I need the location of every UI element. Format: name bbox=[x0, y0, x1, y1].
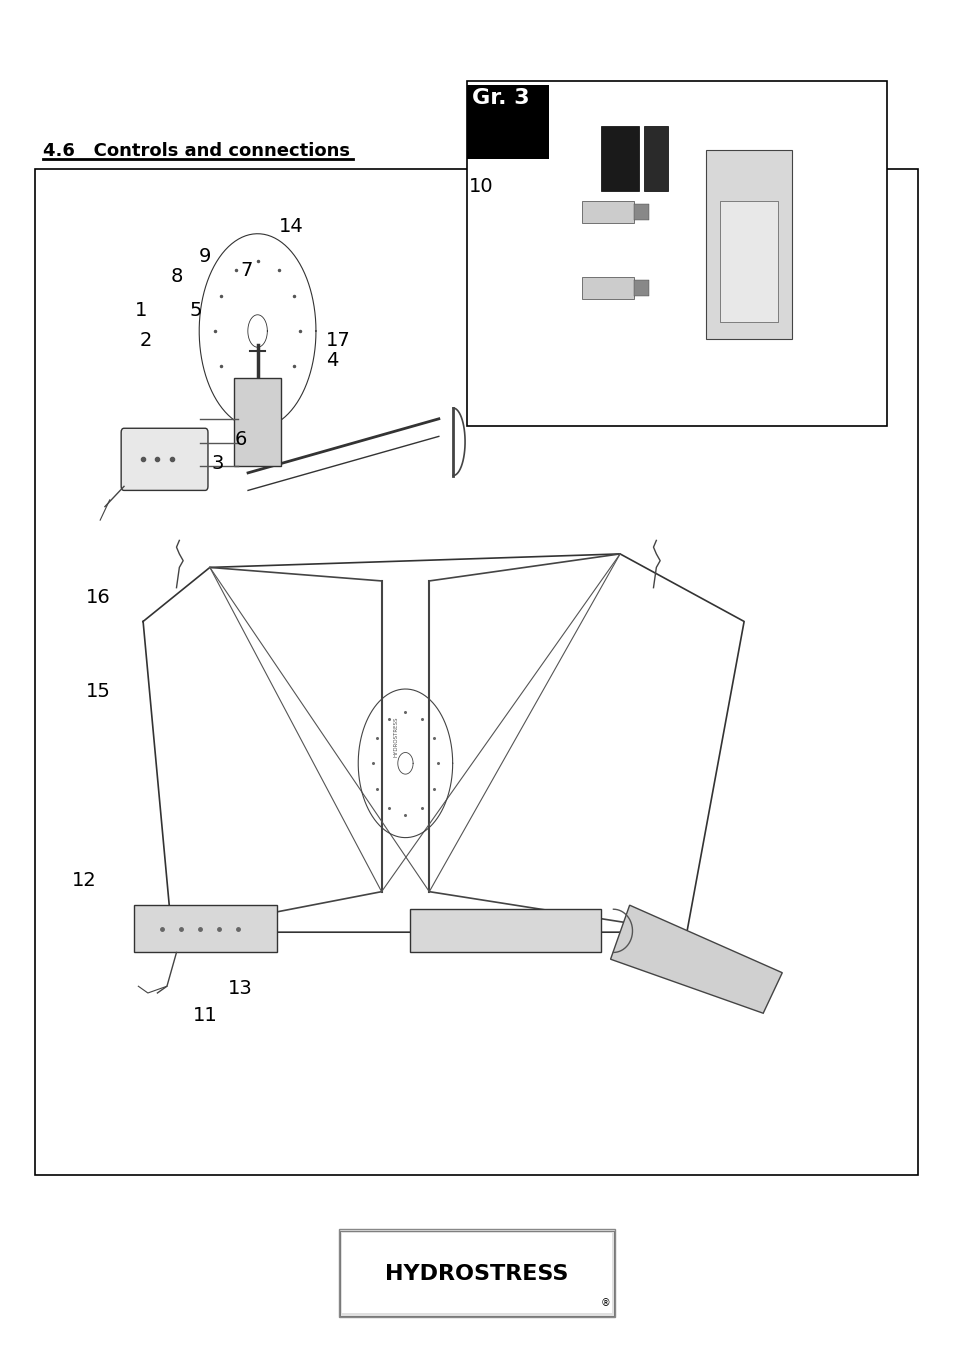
Bar bbox=[705, 150, 791, 339]
Bar bbox=[35, 169, 917, 1175]
Text: 6: 6 bbox=[234, 430, 246, 449]
Bar bbox=[410, 909, 600, 952]
Text: 13: 13 bbox=[228, 979, 253, 998]
Text: 5: 5 bbox=[189, 301, 202, 320]
Text: 4.6   Controls and connections: 4.6 Controls and connections bbox=[43, 142, 350, 159]
Text: 1: 1 bbox=[135, 301, 147, 320]
Text: 10: 10 bbox=[468, 177, 493, 196]
Text: HYDROSTRESS: HYDROSTRESS bbox=[393, 716, 398, 757]
Text: 12: 12 bbox=[71, 871, 96, 890]
Bar bbox=[467, 81, 886, 426]
Bar bbox=[233, 378, 281, 466]
Bar bbox=[133, 905, 276, 952]
Text: HYDROSTRESS: HYDROSTRESS bbox=[385, 1265, 568, 1283]
Bar bbox=[341, 1233, 612, 1313]
Bar bbox=[634, 280, 648, 296]
Text: 8: 8 bbox=[171, 267, 182, 286]
Polygon shape bbox=[610, 905, 781, 1013]
FancyBboxPatch shape bbox=[121, 428, 208, 490]
Bar bbox=[338, 1229, 615, 1317]
Bar bbox=[643, 127, 667, 192]
Text: 7: 7 bbox=[240, 261, 252, 280]
Text: Gr. 3: Gr. 3 bbox=[472, 88, 529, 108]
Text: 14: 14 bbox=[278, 218, 303, 236]
Bar bbox=[581, 201, 634, 223]
Text: 9: 9 bbox=[199, 247, 211, 266]
Bar bbox=[720, 200, 777, 322]
Bar bbox=[581, 277, 634, 299]
Bar bbox=[634, 204, 648, 220]
Text: 16: 16 bbox=[86, 588, 111, 607]
Text: 4: 4 bbox=[326, 351, 337, 370]
Bar bbox=[600, 127, 639, 192]
Bar bbox=[467, 85, 548, 159]
Text: 17: 17 bbox=[326, 331, 351, 350]
Bar bbox=[339, 1231, 614, 1316]
Text: 11: 11 bbox=[193, 1006, 217, 1025]
Text: 15: 15 bbox=[86, 682, 111, 701]
Text: ®: ® bbox=[600, 1298, 610, 1308]
Text: 2: 2 bbox=[140, 331, 152, 350]
Text: 3: 3 bbox=[212, 454, 223, 473]
